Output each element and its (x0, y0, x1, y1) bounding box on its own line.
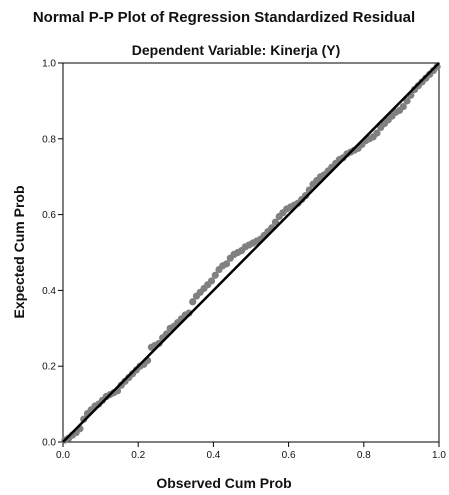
x-tick-label: 1.0 (432, 450, 446, 461)
y-tick-label: 0.2 (42, 362, 56, 373)
y-axis: 0.0 0.2 0.4 0.6 0.8 1.0 (42, 59, 63, 449)
reference-line-group (62, 62, 440, 443)
data-point (271, 218, 280, 226)
x-tick-label: 0.2 (131, 450, 145, 461)
y-tick-label: 0.6 (42, 210, 56, 221)
data-point (211, 271, 219, 279)
data-point (207, 277, 216, 285)
x-tick-label: 0.0 (56, 450, 70, 461)
x-tick-label: 0.8 (357, 450, 371, 461)
x-tick-label: 0.4 (206, 450, 220, 461)
data-point (399, 102, 407, 111)
chart-subtitle: Dependent Variable: Kinerja (Y) (132, 42, 341, 58)
x-axis-label: Observed Cum Prob (156, 475, 291, 491)
data-point (222, 260, 231, 268)
data-point (403, 97, 411, 105)
y-tick-label: 1.0 (42, 59, 56, 70)
data-points (61, 63, 441, 444)
data-point (189, 298, 197, 306)
y-tick-label: 0.4 (42, 286, 56, 297)
chart-title: Normal P-P Plot of Regression Standardiz… (33, 9, 415, 26)
data-point (373, 129, 381, 137)
x-axis: 0.0 0.2 0.4 0.6 0.8 1.0 (56, 442, 446, 461)
reference-line (62, 62, 440, 443)
y-axis-label: Expected Cum Prob (11, 185, 27, 318)
y-tick-label: 0.0 (42, 438, 56, 449)
y-tick-label: 0.8 (42, 134, 56, 145)
x-tick-label: 0.6 (282, 450, 296, 461)
